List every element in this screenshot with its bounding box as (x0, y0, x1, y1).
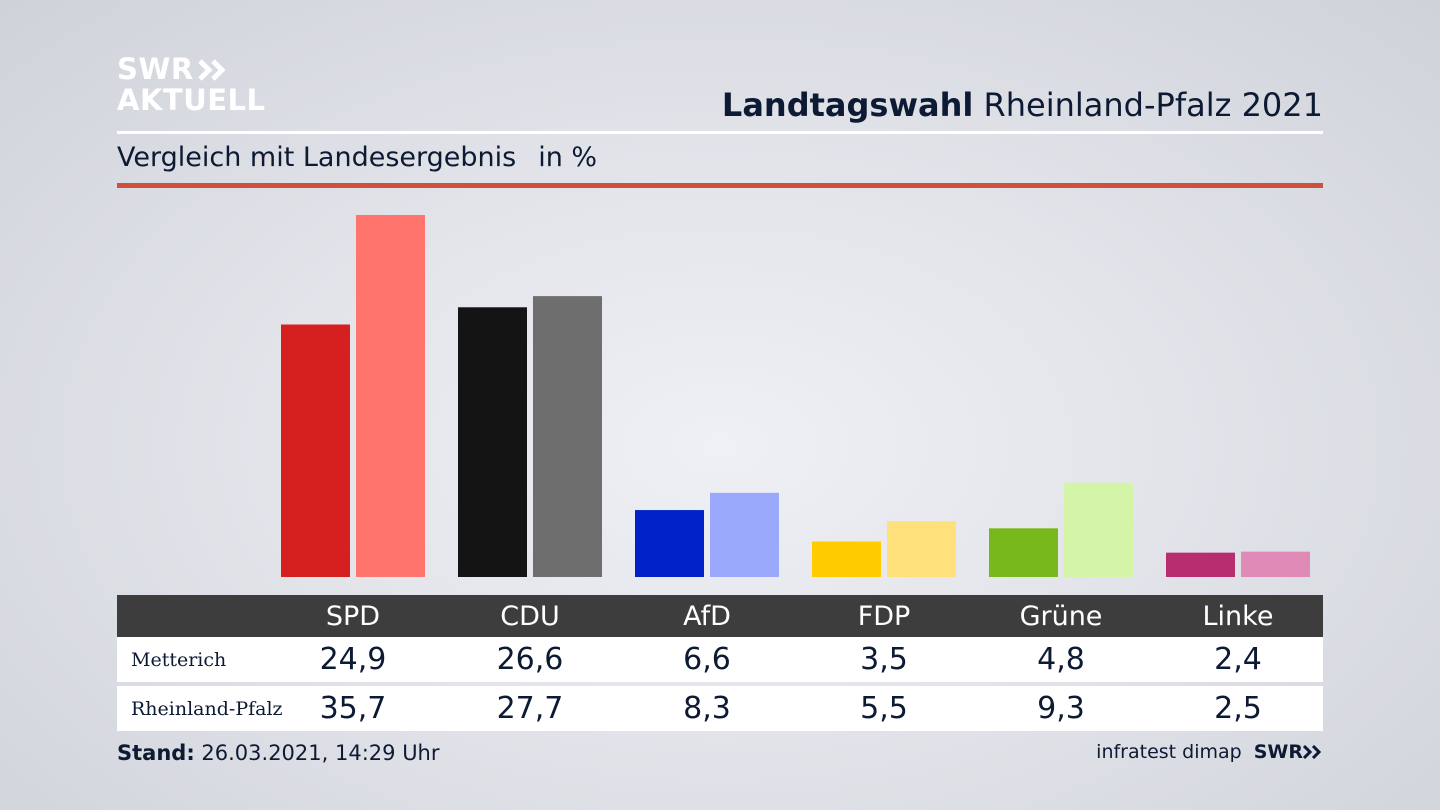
table-header: SPD CDU AfD FDP Grüne Linke (117, 595, 1323, 637)
bar-cdu-metterich (458, 307, 527, 577)
value-afd: 6,6 (683, 642, 731, 677)
column-header-grne: Grüne (1019, 600, 1103, 632)
table-row-metterich: Metterich 24,9 26,6 6,6 3,5 4,8 2,4 (117, 637, 1323, 682)
bar-spd-metterich (281, 324, 350, 577)
subtitle-text: Vergleich mit Landesergebnis (117, 142, 517, 173)
brand-chevrons-icon (1303, 745, 1322, 759)
value-spd: 24,9 (319, 642, 387, 677)
stand-value: 26.03.2021, 14:29 Uhr (201, 741, 440, 765)
column-header-cdu: CDU (500, 600, 560, 632)
bar-grne-rheinland-pfalz (1064, 482, 1133, 577)
swr-aktuell-logo: SWR AKTUELL (117, 54, 266, 116)
value-cdu: 27,7 (496, 691, 564, 726)
title-bold: Landtagswahl (721, 86, 974, 124)
value-fdp: 3,5 (860, 642, 908, 677)
bar-linke-rheinland-pfalz (1241, 551, 1310, 577)
brand-text: SWR (1253, 741, 1303, 763)
logo-line1: SWR (117, 52, 194, 86)
title-rest: Rheinland-Pfalz 2021 (983, 86, 1323, 124)
value-grne: 9,3 (1037, 691, 1085, 726)
logo-chevrons-icon (197, 58, 226, 81)
source-credit: infratest dimap SWR (1096, 741, 1323, 763)
value-afd: 8,3 (683, 691, 731, 726)
subtitle-unit: in % (538, 142, 598, 173)
value-fdp: 5,5 (860, 691, 908, 726)
value-linke: 2,5 (1214, 691, 1262, 726)
column-header-fdp: FDP (857, 600, 911, 632)
row-label: Rheinland-Pfalz (131, 697, 283, 720)
bar-chart (281, 215, 1310, 577)
column-header-afd: AfD (683, 600, 731, 632)
bar-fdp-rheinland-pfalz (887, 521, 956, 577)
row-label: Metterich (131, 648, 227, 671)
page-title: Landtagswahl Rheinland-Pfalz 2021 (722, 86, 1323, 124)
bar-linke-metterich (1166, 552, 1235, 577)
column-header-spd: SPD (325, 600, 381, 632)
bar-cdu-rheinland-pfalz (533, 296, 602, 577)
bar-grne-metterich (989, 528, 1058, 577)
bar-spd-rheinland-pfalz (356, 215, 425, 577)
value-cdu: 26,6 (496, 642, 564, 677)
column-header-linke: Linke (1202, 600, 1274, 632)
source-text: infratest dimap (1096, 741, 1242, 763)
stand-label: Stand: (117, 741, 195, 765)
table-row-rheinland-pfalz: Rheinland-Pfalz 35,7 27,7 8,3 5,5 9,3 2,5 (117, 686, 1323, 731)
value-spd: 35,7 (319, 691, 387, 726)
value-grne: 4,8 (1037, 642, 1085, 677)
brand-logo: SWR (1254, 741, 1323, 763)
bar-afd-metterich (635, 510, 704, 577)
results-table: SPD CDU AfD FDP Grüne Linke Metterich 24,9 26,… (117, 595, 1323, 731)
bar-fdp-metterich (812, 541, 881, 577)
header-divider (117, 131, 1323, 134)
chart-subtitle: Vergleich mit Landesergebnis in % (117, 142, 597, 173)
timestamp: Stand: 26.03.2021, 14:29 Uhr (117, 741, 440, 765)
subtitle-divider (117, 183, 1323, 188)
bar-afd-rheinland-pfalz (710, 492, 779, 577)
value-linke: 2,4 (1214, 642, 1262, 677)
logo-line2: AKTUELL (117, 83, 266, 117)
